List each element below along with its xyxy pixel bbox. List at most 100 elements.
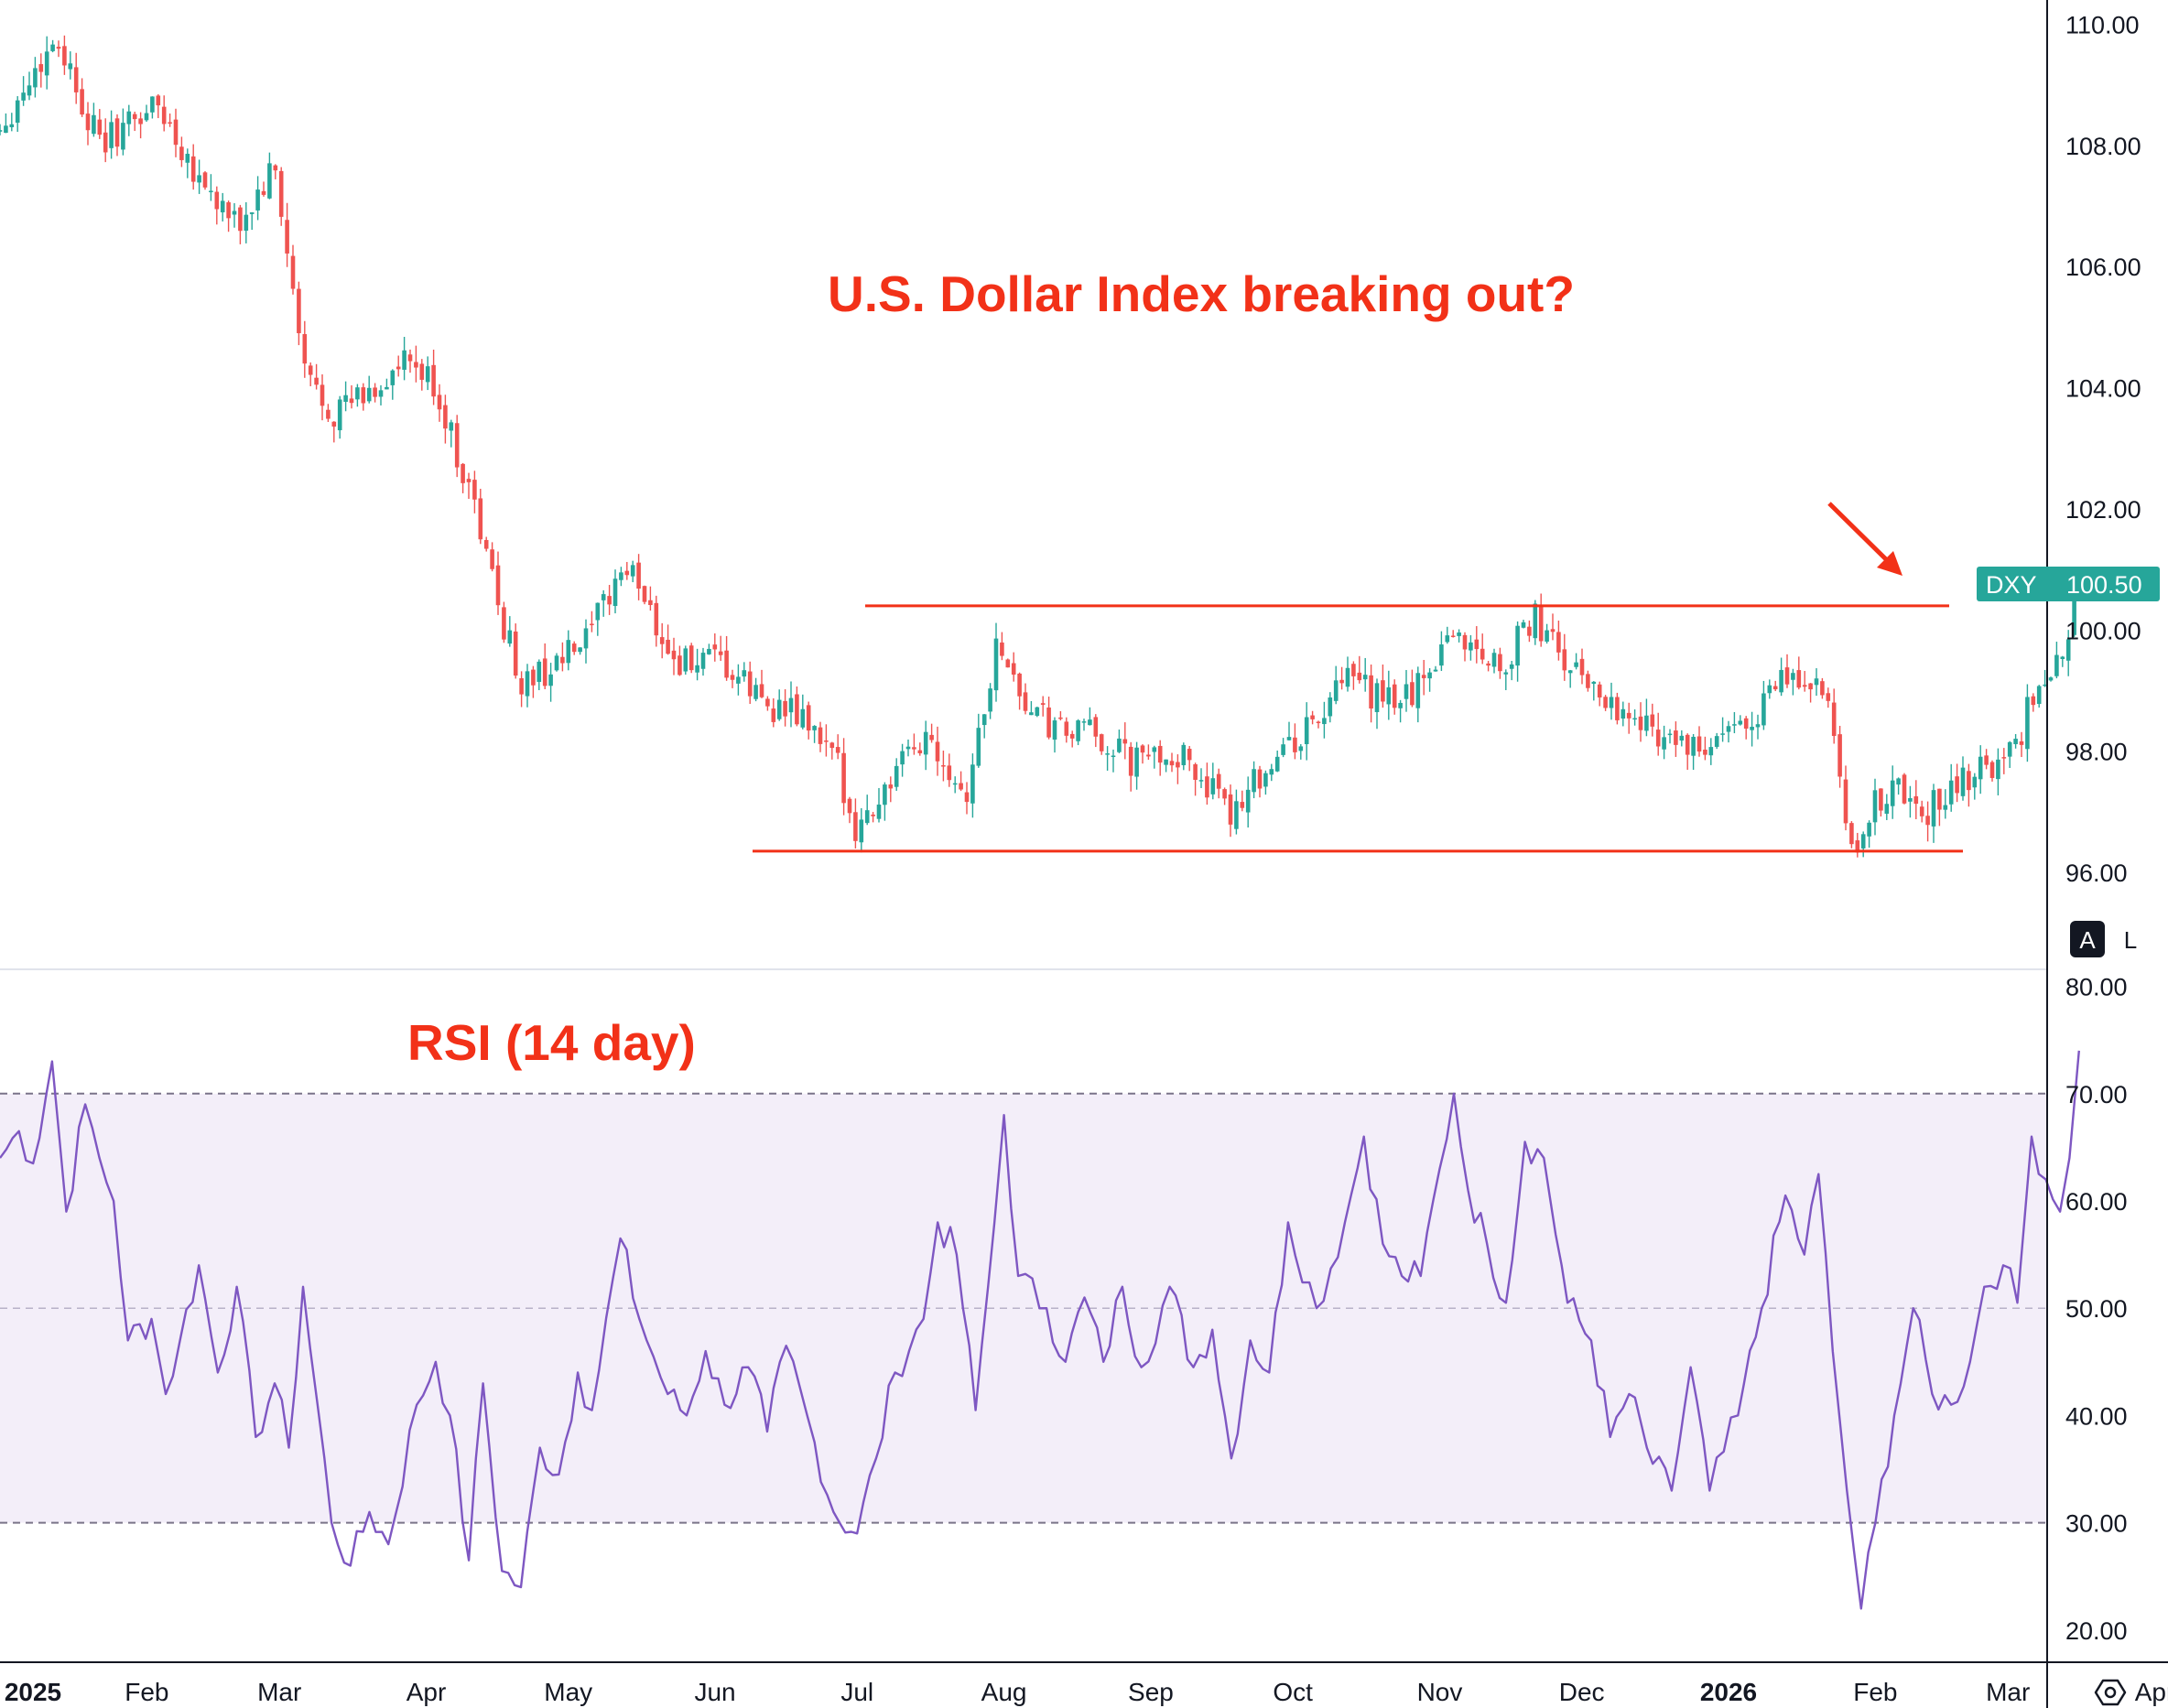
log-scale-button[interactable]: L bbox=[2113, 921, 2148, 957]
candle bbox=[1099, 733, 1104, 755]
candle bbox=[1052, 717, 1057, 753]
price-tick-label: 102.00 bbox=[2065, 496, 2141, 524]
candle bbox=[1345, 656, 1350, 692]
candle bbox=[1726, 720, 1731, 743]
candle bbox=[349, 384, 354, 409]
candle bbox=[824, 724, 829, 757]
candle bbox=[2031, 693, 2036, 712]
rsi-line bbox=[0, 1050, 2080, 1610]
candle bbox=[472, 470, 477, 513]
candle bbox=[15, 96, 20, 133]
candle bbox=[1474, 626, 1480, 664]
last-price-label: 100.50 bbox=[2066, 571, 2142, 599]
candle bbox=[331, 421, 337, 443]
candle bbox=[1462, 632, 1468, 662]
time-tick-label: Jun bbox=[694, 1678, 735, 1706]
time-tick-label: Dec bbox=[1559, 1678, 1605, 1706]
candle bbox=[21, 76, 26, 106]
candle bbox=[278, 167, 284, 226]
candle bbox=[1937, 788, 1942, 827]
candle bbox=[2048, 676, 2054, 682]
candle bbox=[525, 664, 530, 708]
candle bbox=[1369, 664, 1373, 723]
candle bbox=[1457, 629, 1461, 643]
candle bbox=[1767, 679, 1772, 699]
candle bbox=[1955, 763, 1959, 803]
time-tick-label: Feb bbox=[125, 1678, 168, 1706]
candle bbox=[402, 337, 406, 381]
candle bbox=[1849, 821, 1854, 849]
candle bbox=[1140, 744, 1145, 764]
candle bbox=[114, 114, 120, 157]
candle bbox=[1826, 687, 1831, 708]
candle bbox=[1281, 738, 1285, 758]
candle bbox=[724, 635, 729, 681]
candle bbox=[1210, 762, 1216, 800]
price-candles bbox=[0, 35, 2076, 858]
candle bbox=[9, 113, 15, 132]
candle bbox=[179, 136, 184, 168]
candle bbox=[1674, 721, 1678, 757]
candle bbox=[859, 807, 864, 853]
candle bbox=[1240, 790, 1245, 812]
candle bbox=[1609, 682, 1614, 720]
candle bbox=[678, 645, 682, 676]
candle bbox=[648, 586, 653, 611]
candle bbox=[1837, 726, 1842, 788]
time-tick-label: Apr bbox=[2135, 1678, 2168, 1706]
candle bbox=[1029, 700, 1034, 716]
candle bbox=[571, 641, 577, 655]
candle bbox=[1357, 655, 1362, 684]
candle bbox=[1820, 677, 1825, 699]
candle bbox=[1890, 765, 1895, 819]
candle bbox=[1381, 664, 1385, 708]
price-tick-label: 96.00 bbox=[2065, 859, 2128, 887]
candle bbox=[1967, 763, 1971, 807]
candle bbox=[1263, 770, 1268, 795]
candle bbox=[1176, 754, 1180, 784]
time-tick-label: Mar bbox=[257, 1678, 301, 1706]
candle bbox=[1662, 725, 1666, 760]
candle bbox=[2001, 748, 2007, 774]
candle bbox=[1556, 621, 1561, 661]
candle bbox=[244, 201, 249, 243]
candle bbox=[2019, 731, 2024, 758]
candle bbox=[337, 395, 342, 439]
candle bbox=[138, 112, 143, 139]
candle bbox=[385, 378, 389, 390]
candle bbox=[900, 743, 905, 777]
candle bbox=[232, 202, 237, 228]
candle bbox=[1855, 832, 1860, 858]
candle bbox=[800, 694, 806, 730]
auto-scale-button[interactable]: A bbox=[2070, 921, 2105, 957]
rsi-tick-label: 30.00 bbox=[2065, 1510, 2128, 1538]
candle bbox=[1134, 741, 1139, 790]
candle bbox=[466, 472, 472, 499]
candle bbox=[1902, 773, 1907, 805]
candle bbox=[1626, 702, 1631, 734]
candle bbox=[156, 94, 161, 119]
candle bbox=[952, 776, 958, 794]
candle bbox=[935, 726, 940, 776]
candle bbox=[238, 204, 243, 244]
candle bbox=[1638, 702, 1643, 742]
time-tick-label: 2025 bbox=[5, 1678, 61, 1706]
candle bbox=[62, 35, 67, 75]
gear-icon[interactable] bbox=[2094, 1679, 2127, 1706]
candle bbox=[818, 721, 823, 752]
candle bbox=[2054, 642, 2059, 679]
candle bbox=[414, 345, 418, 383]
candle bbox=[97, 109, 103, 139]
candle bbox=[1362, 657, 1368, 692]
candle bbox=[366, 375, 372, 404]
candle bbox=[1879, 788, 1883, 817]
candle bbox=[1925, 801, 1930, 842]
candle bbox=[361, 383, 366, 411]
candle bbox=[829, 741, 835, 760]
candle bbox=[1948, 763, 1954, 812]
candle bbox=[993, 622, 999, 702]
candle bbox=[1527, 620, 1532, 643]
candle bbox=[407, 349, 413, 373]
candle bbox=[742, 662, 747, 682]
candle bbox=[1984, 749, 1989, 770]
